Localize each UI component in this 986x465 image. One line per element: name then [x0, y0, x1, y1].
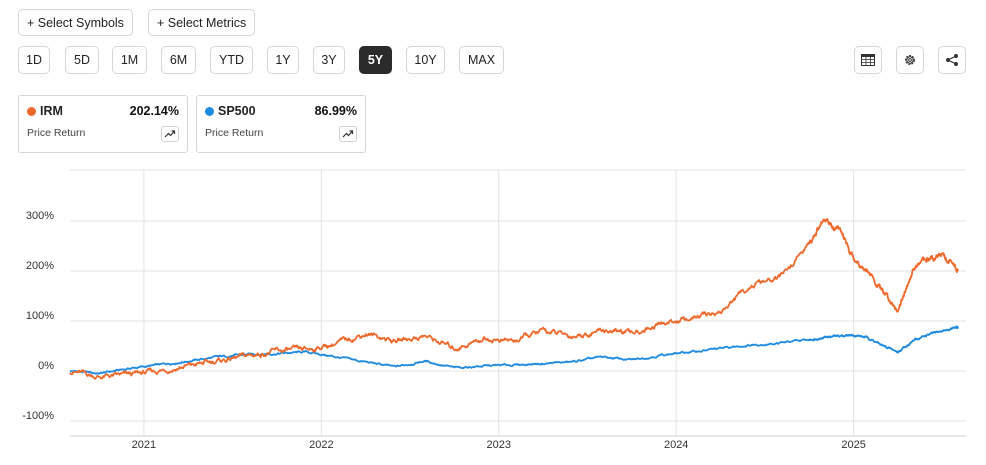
performance-chart: 300% 200% 100% 0% -100% 2021 2022 2023 2024 2025	[22, 169, 966, 451]
x-tick-label: 2021	[132, 439, 156, 451]
share-icon	[946, 54, 958, 66]
series-end-point-sp500	[955, 325, 959, 330]
x-tick-label: 2022	[309, 439, 333, 451]
trend-button[interactable]	[339, 126, 357, 142]
series-color-dot	[27, 107, 36, 116]
range-button-max[interactable]: MAX	[459, 46, 504, 74]
table-icon	[861, 54, 875, 66]
range-button-1y[interactable]: 1Y	[267, 46, 299, 74]
y-tick-label: 0%	[38, 360, 54, 372]
legend-metric-label: Price Return	[205, 127, 264, 139]
series-end-point-irm	[955, 268, 959, 272]
legend-card-sp500[interactable]: SP500 86.99% Price Return	[196, 95, 366, 153]
table-view-button[interactable]	[854, 46, 882, 74]
range-button-3y[interactable]: 3Y	[313, 46, 345, 74]
legend-value: 202.14%	[129, 104, 179, 118]
y-tick-label: -100%	[22, 410, 54, 422]
select-metrics-button[interactable]: + Select Metrics	[148, 9, 256, 36]
share-button[interactable]	[938, 46, 966, 74]
legend-symbol: SP500	[218, 104, 256, 118]
series-line-sp500	[69, 325, 958, 375]
gear-icon	[905, 55, 915, 65]
range-button-6m[interactable]: 6M	[161, 46, 196, 74]
trend-button[interactable]	[161, 126, 179, 142]
range-button-1d[interactable]: 1D	[18, 46, 50, 74]
x-tick-label: 2023	[487, 439, 511, 451]
legend-card-irm[interactable]: IRM 202.14% Price Return	[18, 95, 188, 153]
range-button-5d[interactable]: 5D	[65, 46, 99, 74]
y-tick-label: 300%	[26, 210, 54, 222]
range-button-5y[interactable]: 5Y	[359, 46, 392, 74]
trend-icon	[342, 130, 354, 138]
range-button-1m[interactable]: 1M	[112, 46, 147, 74]
legend-value: 86.99%	[314, 104, 357, 118]
legend-metric-label: Price Return	[27, 127, 86, 139]
y-tick-label: 100%	[26, 310, 54, 322]
legend-symbol: IRM	[40, 104, 63, 118]
settings-button[interactable]	[896, 46, 924, 74]
x-tick-label: 2024	[664, 439, 688, 451]
select-symbols-button[interactable]: + Select Symbols	[18, 9, 133, 36]
series-line-irm	[69, 218, 958, 380]
trend-icon	[164, 130, 176, 138]
y-tick-label: 200%	[26, 260, 54, 272]
range-button-10y[interactable]: 10Y	[406, 46, 445, 74]
range-button-ytd[interactable]: YTD	[210, 46, 253, 74]
series-color-dot	[205, 107, 214, 116]
x-tick-label: 2025	[841, 439, 865, 451]
